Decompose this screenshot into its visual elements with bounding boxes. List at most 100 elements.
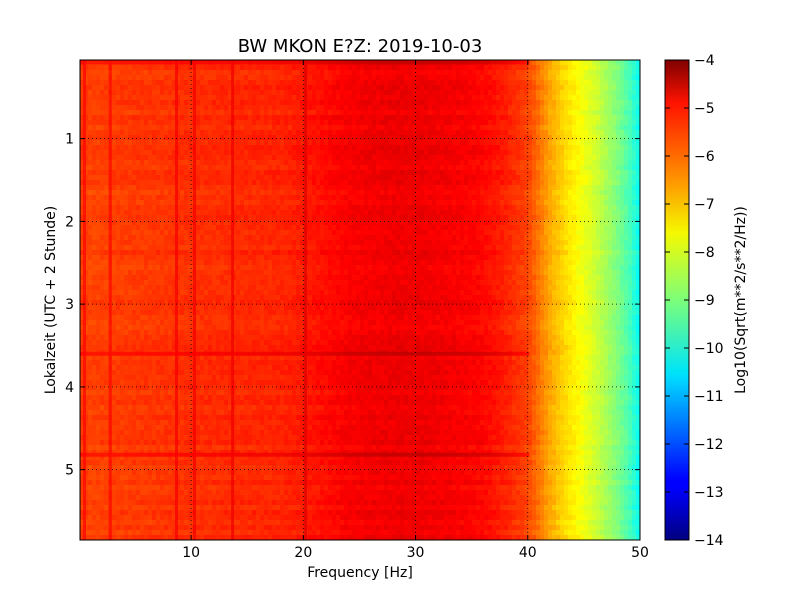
heatmap-cell [536,100,541,106]
heatmap-cell [560,105,565,111]
heatmap-cell [272,215,277,221]
heatmap-cell [604,70,609,76]
heatmap-cell [324,230,329,236]
heatmap-cell [228,205,233,211]
heatmap-cell [520,160,525,166]
heatmap-cell [140,210,145,216]
heatmap-cell [444,230,449,236]
heatmap-cell [376,115,381,121]
heatmap-cell [220,100,225,106]
heatmap-cell [476,195,481,201]
heatmap-cell [360,145,365,151]
heatmap-cell [240,90,245,96]
heatmap-cell [436,130,441,136]
heatmap-cell [504,75,509,81]
heatmap-cell [196,165,201,171]
heatmap-cell [324,180,329,186]
heatmap-cell [212,155,217,161]
heatmap-cell [112,90,117,96]
heatmap-cell [600,215,605,221]
heatmap-cell [112,130,117,136]
heatmap-cell [156,125,161,131]
heatmap-cell [496,205,501,211]
heatmap-cell [208,90,213,96]
heatmap-cell [204,180,209,186]
heatmap-cell [240,140,245,146]
heatmap-cell [584,115,589,121]
heatmap-cell [532,100,537,106]
heatmap-cell [564,85,569,91]
heatmap-cell [416,110,421,116]
heatmap-cell [244,180,249,186]
heatmap-cell [344,185,349,191]
heatmap-cell [316,180,321,186]
heatmap-cell [204,165,209,171]
heatmap-cell [472,120,477,126]
heatmap-cell [176,220,181,226]
heatmap-cell [540,65,545,71]
heatmap-cell [364,110,369,116]
heatmap-cell [376,65,381,71]
heatmap-cell [364,205,369,211]
heatmap-cell [400,105,405,111]
heatmap-cell [272,230,277,236]
heatmap-cell [316,135,321,141]
heatmap-cell [272,90,277,96]
heatmap-cell [252,105,257,111]
heatmap-cell [492,135,497,141]
heatmap-cell [608,95,613,101]
heatmap-cell [308,190,313,196]
heatmap-cell [592,230,597,236]
heatmap-cell [208,165,213,171]
heatmap-cell [292,150,297,156]
heatmap-cell [312,115,317,121]
heatmap-cell [280,235,285,241]
heatmap-cell [268,65,273,71]
heatmap-cell [212,135,217,141]
heatmap-cell [168,180,173,186]
heatmap-cell [120,145,125,151]
heatmap-cell [516,230,521,236]
heatmap-cell [504,205,509,211]
heatmap-cell [80,210,85,216]
heatmap-cell [624,210,629,216]
heatmap-cell [136,225,141,231]
heatmap-cell [104,230,109,236]
heatmap-cell [220,230,225,236]
heatmap-cell [440,220,445,226]
heatmap-cell [344,120,349,126]
heatmap-cell [120,105,125,111]
heatmap-cell [96,110,101,116]
heatmap-cell [232,145,237,151]
heatmap-cell [412,135,417,141]
heatmap-cell [576,220,581,226]
heatmap-cell [132,140,137,146]
heatmap-cell [596,195,601,201]
heatmap-cell [172,75,177,81]
heatmap-cell [284,170,289,176]
heatmap-cell [372,195,377,201]
heatmap-cell [260,235,265,241]
heatmap-cell [216,145,221,151]
heatmap-cell [120,205,125,211]
heatmap-cell [152,210,157,216]
heatmap-cell [136,120,141,126]
heatmap-cell [544,125,549,131]
heatmap-cell [332,70,337,76]
heatmap-cell [196,65,201,71]
heatmap-cell [480,135,485,141]
heatmap-cell [296,205,301,211]
heatmap-cell [572,75,577,81]
heatmap-cell [492,70,497,76]
heatmap-cell [356,170,361,176]
heatmap-cell [176,75,181,81]
heatmap-cell [580,230,585,236]
heatmap-cell [636,85,640,91]
heatmap-cell [480,195,485,201]
heatmap-cell [440,100,445,106]
heatmap-cell [360,75,365,81]
heatmap-cell [528,80,533,86]
heatmap-cell [208,105,213,111]
heatmap-cell [576,160,581,166]
heatmap-cell [380,145,385,151]
